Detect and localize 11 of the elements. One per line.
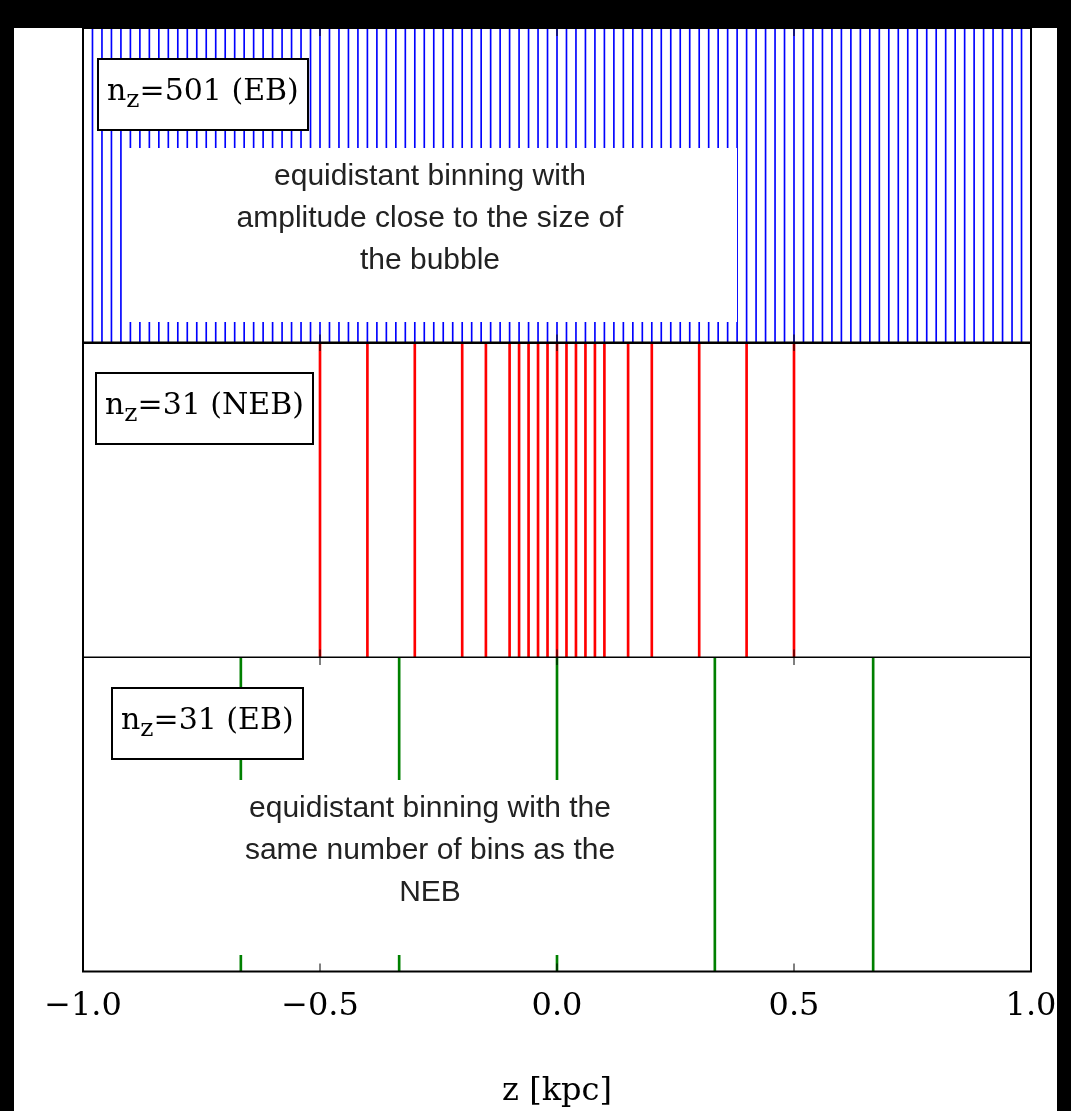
annotation: n$_{z}$=31 (EB) — [111, 687, 304, 760]
x-tick-label: −0.5 — [281, 985, 359, 1024]
x-tick-label: 1.0 — [1005, 985, 1057, 1024]
annotation: n$_{z}$=501 (EB) — [97, 58, 309, 131]
x-axis-title: z [kpc] — [502, 1070, 612, 1109]
x-tick-label: 0.5 — [768, 985, 820, 1024]
x-tick-label: −1.0 — [44, 985, 122, 1024]
annotation: n$_{z}$=31 (NEB) — [95, 371, 314, 445]
x-tick-label: 0.0 — [531, 985, 583, 1024]
annotation: equidistant binning with amplitude close to the size of the bubble — [235, 157, 625, 277]
annotation: equidistant binning with the same number of bins as the NEB — [243, 789, 617, 909]
